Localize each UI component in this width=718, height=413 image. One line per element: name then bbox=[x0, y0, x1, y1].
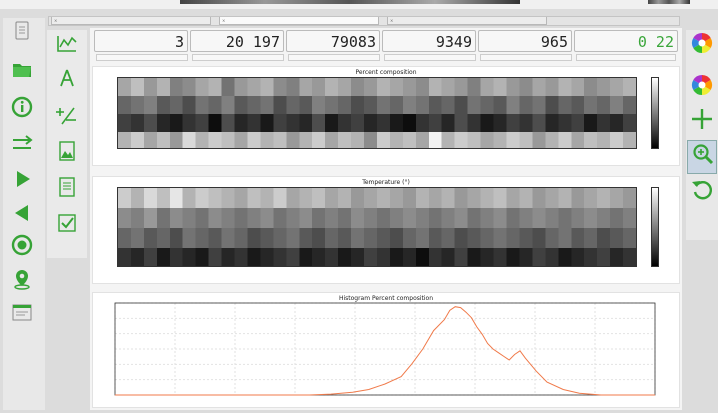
back-icon bbox=[15, 205, 28, 221]
caption bbox=[192, 54, 284, 61]
tab-close-icon[interactable]: × bbox=[222, 18, 226, 23]
toolbar-statistics-button[interactable] bbox=[47, 102, 87, 136]
toolbar-record-button[interactable] bbox=[3, 232, 45, 266]
histogram-plot bbox=[114, 302, 656, 396]
toolbar-foreground-color-button[interactable] bbox=[687, 72, 717, 106]
main-area: 3 20 197 79083 9349 965 0 22 Percent com… bbox=[90, 28, 682, 410]
caption bbox=[96, 54, 188, 61]
toolbar-scan-image-button[interactable] bbox=[47, 138, 87, 172]
crosshair-icon bbox=[692, 109, 712, 129]
right-toolbar bbox=[686, 30, 718, 240]
banner-strip-right bbox=[648, 0, 690, 4]
record-icon bbox=[11, 234, 33, 256]
toolbar-info-button[interactable] bbox=[3, 94, 45, 128]
toolbar-play-button[interactable] bbox=[3, 166, 45, 200]
tab-2[interactable]: × bbox=[219, 17, 379, 25]
scan-image-icon bbox=[59, 141, 75, 161]
toolbar-background-color-button[interactable] bbox=[687, 30, 717, 64]
toolbar-zoom-button[interactable] bbox=[687, 140, 717, 174]
counter-4: 9349 bbox=[382, 30, 476, 52]
calibrate-icon bbox=[60, 69, 74, 87]
tab-close-icon[interactable]: × bbox=[54, 18, 58, 23]
caption bbox=[480, 54, 572, 61]
toolbar-line-chart-button[interactable] bbox=[47, 30, 87, 64]
left-toolbar bbox=[3, 18, 45, 410]
counter-1: 3 bbox=[94, 30, 188, 52]
heatmap-panel-composition: Percent composition bbox=[92, 66, 680, 166]
menubar bbox=[0, 0, 718, 9]
heatmap-plot bbox=[117, 77, 637, 149]
chart-title: Histogram Percent composition bbox=[338, 295, 434, 302]
heatmap-panel-temperature: Temperature (°) bbox=[92, 176, 680, 284]
toolbar-location-button[interactable] bbox=[3, 266, 45, 300]
heatmap-row bbox=[118, 114, 636, 133]
caption bbox=[288, 54, 380, 61]
caption bbox=[576, 54, 676, 61]
heatmap-row bbox=[118, 78, 636, 97]
heatmap-row bbox=[118, 248, 636, 266]
window-icon bbox=[12, 304, 32, 321]
statistics-icon bbox=[56, 107, 76, 125]
play-icon bbox=[17, 171, 30, 187]
chart-title: Temperature (°) bbox=[362, 179, 410, 186]
heatmap-row bbox=[118, 208, 636, 229]
toolbar-calibrate-button[interactable] bbox=[47, 66, 87, 100]
counter-5: 965 bbox=[478, 30, 572, 52]
toolbar-back-button[interactable] bbox=[3, 200, 45, 234]
document-icon bbox=[15, 21, 29, 40]
colorbar bbox=[651, 77, 659, 149]
plot-frame bbox=[114, 302, 656, 396]
toolbar-open-button[interactable] bbox=[3, 56, 45, 90]
validate-icon bbox=[58, 214, 76, 232]
chart-title: Percent composition bbox=[355, 69, 417, 76]
heatmap-row bbox=[118, 188, 636, 209]
heatmap-row bbox=[118, 96, 636, 115]
color-wheel-icon bbox=[691, 32, 713, 54]
tab-1[interactable]: × bbox=[51, 17, 211, 25]
toolbar-export-button[interactable] bbox=[3, 130, 45, 164]
heatmap-row bbox=[118, 228, 636, 249]
banner-strip bbox=[180, 0, 520, 4]
toolbar-window-button[interactable] bbox=[3, 300, 45, 334]
zoom-icon bbox=[693, 144, 714, 165]
toolbar-pan-button[interactable] bbox=[687, 106, 717, 140]
counter-6: 0 22 bbox=[574, 30, 678, 52]
export-icon bbox=[13, 135, 33, 149]
counter-captions bbox=[90, 54, 682, 62]
tab-close-icon[interactable]: × bbox=[390, 18, 394, 23]
report-icon bbox=[59, 177, 75, 197]
reset-icon bbox=[692, 181, 712, 200]
info-icon bbox=[11, 96, 33, 118]
histogram-panel: Histogram Percent composition bbox=[92, 292, 680, 408]
location-icon bbox=[14, 270, 30, 290]
counter-2: 20 197 bbox=[190, 30, 284, 52]
analysis-toolbar bbox=[47, 30, 87, 258]
toolbar-reset-button[interactable] bbox=[687, 176, 717, 210]
tab-bar: × × × bbox=[48, 16, 680, 26]
toolbar-report-button[interactable] bbox=[47, 174, 87, 208]
colorbar bbox=[651, 187, 659, 267]
toolbar-new-button[interactable] bbox=[3, 18, 45, 52]
line-chart-icon bbox=[57, 36, 77, 52]
folder-icon bbox=[13, 64, 31, 77]
tab-3[interactable]: × bbox=[387, 17, 547, 25]
color-wheel-icon bbox=[691, 74, 713, 96]
caption bbox=[384, 54, 476, 61]
counter-3: 79083 bbox=[286, 30, 380, 52]
toolbar-validate-button[interactable] bbox=[47, 210, 87, 244]
series-line bbox=[115, 306, 655, 396]
heatmap-row bbox=[118, 132, 636, 148]
heatmap-plot bbox=[117, 187, 637, 267]
